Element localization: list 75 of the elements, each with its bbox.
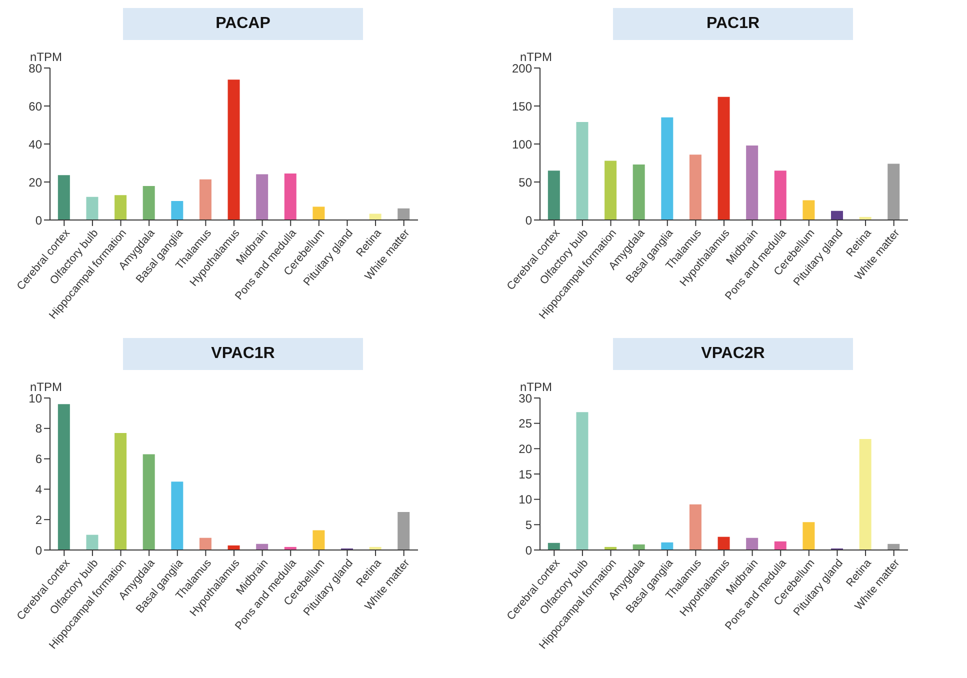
bar: [718, 536, 730, 550]
bar: [86, 196, 98, 220]
bar: [369, 214, 382, 220]
y-tick-label: 150: [512, 99, 532, 114]
y-tick-label: 60: [28, 99, 42, 114]
bar: [746, 146, 758, 220]
y-tick-label: 2: [35, 512, 42, 527]
bar: [548, 170, 560, 220]
bar: [199, 179, 212, 220]
bar: [576, 122, 588, 220]
y-tick-label: 10: [28, 391, 42, 406]
y-tick-label: 0: [35, 543, 42, 558]
bar: [58, 175, 70, 220]
bar: [312, 206, 325, 220]
y-tick-label: 50: [518, 175, 532, 190]
bar: [774, 541, 786, 550]
bar: [398, 512, 410, 550]
bar: [661, 542, 674, 550]
y-tick-label: 0: [525, 213, 532, 228]
bar: [604, 160, 617, 220]
bar: [312, 530, 325, 550]
bar: [398, 208, 410, 220]
bar: [774, 170, 786, 220]
y-tick-label: 100: [512, 137, 532, 152]
y-tick-label: 80: [28, 61, 42, 76]
y-tick-label: 10: [518, 492, 532, 507]
y-tick-label: 8: [35, 422, 42, 436]
y-axis-title: nTPM: [30, 380, 62, 394]
y-tick-label: 0: [35, 213, 42, 228]
bar: [632, 164, 645, 220]
bar: [802, 200, 815, 220]
y-tick-label: 30: [518, 391, 532, 406]
bar: [859, 439, 872, 550]
bar: [661, 117, 674, 220]
bar: [256, 174, 268, 220]
bar: [284, 173, 296, 220]
chart-title: VPAC1R: [123, 338, 363, 370]
bar: [689, 154, 702, 220]
bar: [171, 201, 184, 220]
bar: [199, 538, 212, 550]
y-axis-title: nTPM: [520, 50, 552, 64]
y-tick-label: 6: [35, 452, 42, 466]
bar: [746, 538, 758, 550]
bar: [228, 80, 240, 220]
bar: [86, 534, 98, 550]
bar: [718, 96, 730, 220]
bar: [831, 210, 844, 220]
bar: [802, 522, 815, 550]
bar: [888, 164, 900, 220]
y-tick-label: 40: [28, 137, 42, 152]
bar: [58, 404, 70, 550]
bar: [171, 482, 184, 550]
y-axis-title: nTPM: [30, 50, 62, 64]
chart-title: PAC1R: [613, 8, 853, 40]
y-tick-label: 25: [518, 416, 532, 431]
bar: [689, 504, 702, 550]
chart-title: VPAC2R: [613, 338, 853, 370]
y-tick-label: 20: [28, 175, 42, 190]
y-axis-title: nTPM: [520, 380, 552, 394]
y-tick-label: 200: [512, 61, 532, 76]
bar: [888, 544, 900, 550]
y-tick-label: 0: [525, 543, 532, 558]
chart-title: PACAP: [123, 8, 363, 40]
y-tick-label: 4: [35, 482, 42, 496]
bar: [114, 432, 127, 550]
bar: [142, 454, 155, 550]
bar: [256, 544, 268, 550]
bar: [548, 542, 560, 550]
bar: [632, 544, 645, 550]
y-tick-label: 5: [525, 518, 532, 532]
y-tick-label: 20: [518, 442, 532, 456]
y-tick-label: 15: [518, 467, 532, 482]
bar: [114, 195, 127, 220]
bar: [142, 186, 155, 220]
bar: [576, 412, 588, 550]
